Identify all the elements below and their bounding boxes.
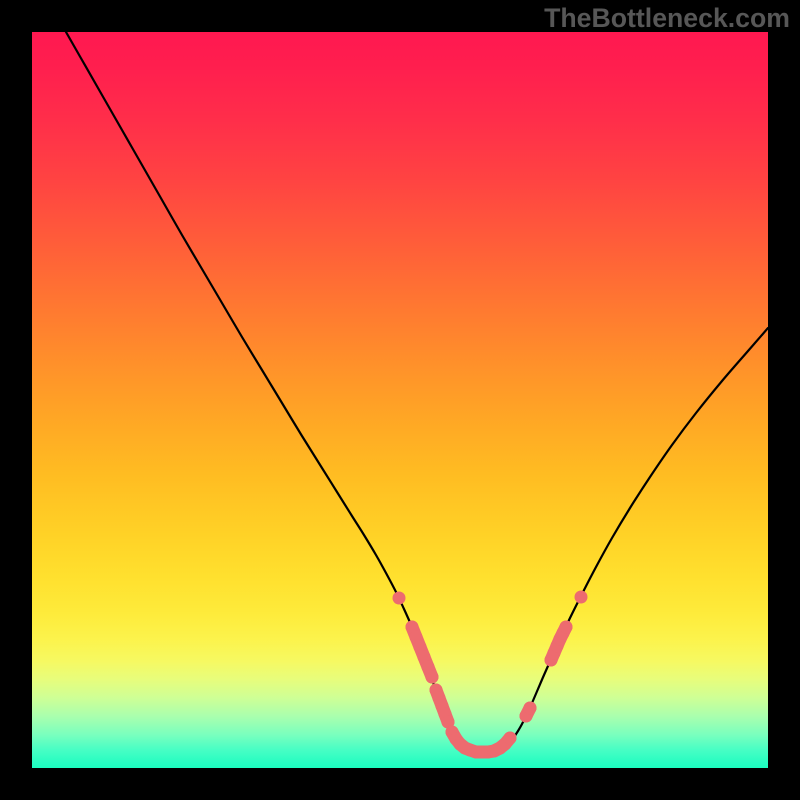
watermark-label: TheBottleneck.com (544, 3, 790, 34)
marker-dot (560, 621, 573, 634)
curves-svg (32, 32, 768, 768)
marker-dot (504, 732, 517, 745)
marker-dot (426, 671, 439, 684)
marker-dot (524, 702, 537, 715)
plot-area (32, 32, 768, 768)
marker-dot (575, 591, 588, 604)
right-curve (482, 328, 768, 752)
marker-dot (393, 592, 406, 605)
marker-group (393, 591, 588, 759)
